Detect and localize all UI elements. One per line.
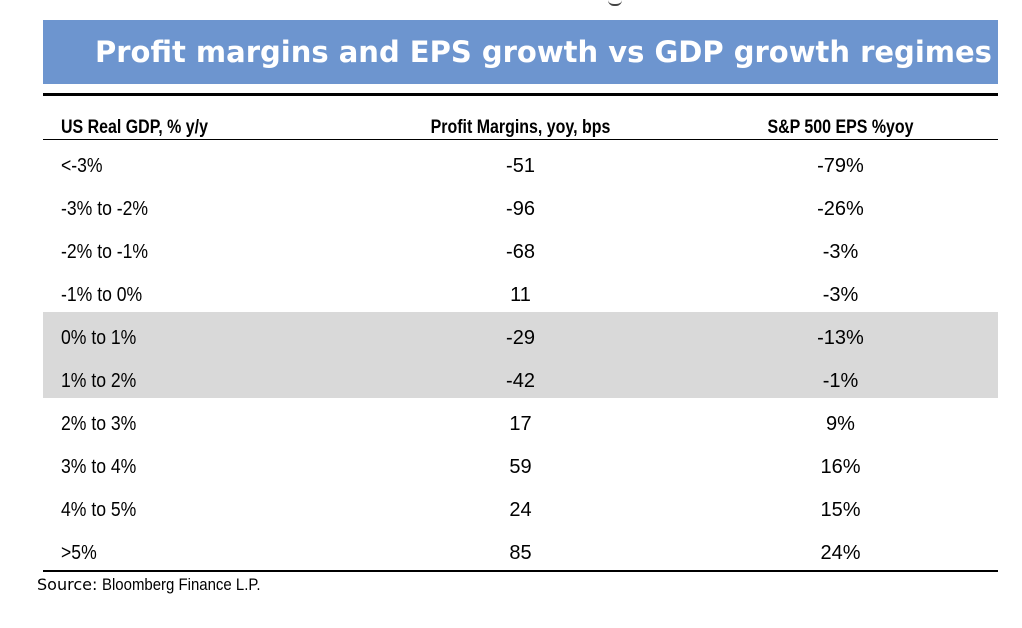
column-header-profit-margins: Profit Margins, yoy, bps xyxy=(430,117,611,138)
profit-margin-cell: 17 xyxy=(509,413,532,435)
gdp-regime-cell: -1% to 0% xyxy=(61,284,143,306)
eps-growth-cell: -1% xyxy=(822,370,859,392)
table-bottom-rule xyxy=(43,570,998,572)
title-banner: Profit margins and EPS growth vs GDP gro… xyxy=(43,20,998,84)
table-row: -1% to 0% 11 -3% xyxy=(43,269,998,312)
table-row: -2% to -1% -68 -3% xyxy=(43,226,998,269)
eps-growth-cell: 9% xyxy=(826,413,855,435)
gdp-regime-cell: 1% to 2% xyxy=(61,370,137,392)
profit-margin-cell: -51 xyxy=(506,155,535,177)
gdp-regime-cell: >5% xyxy=(61,542,97,564)
gdp-regime-cell: <-3% xyxy=(61,155,103,177)
table-header-row: US Real GDP, % y/y Profit Margins, yoy, … xyxy=(43,96,998,140)
gdp-regime-cell: -3% to -2% xyxy=(61,198,149,220)
table-top-rule xyxy=(43,93,998,96)
gdp-regime-cell: -2% to -1% xyxy=(61,241,149,263)
eps-growth-cell: -3% xyxy=(822,284,859,306)
profit-margin-cell: -96 xyxy=(506,198,535,220)
eps-growth-cell: 24% xyxy=(820,542,861,564)
table-row: 0% to 1% -29 -13% xyxy=(43,312,998,355)
gdp-regime-cell: 3% to 4% xyxy=(61,456,137,478)
profit-margin-cell: 24 xyxy=(509,499,532,521)
data-table: US Real GDP, % y/y Profit Margins, yoy, … xyxy=(43,93,998,572)
gdp-regime-cell: 0% to 1% xyxy=(61,327,137,349)
gdp-regime-cell: 4% to 5% xyxy=(61,499,137,521)
eps-growth-cell: -79% xyxy=(817,155,864,177)
profit-margin-cell: -29 xyxy=(506,327,535,349)
table-row: 2% to 3% 17 9% xyxy=(43,398,998,441)
eps-growth-cell: -26% xyxy=(817,198,864,220)
table-row: 3% to 4% 59 16% xyxy=(43,441,998,484)
source-note: Source: Bloomberg Finance L.P. xyxy=(37,575,282,595)
table-row: >5% 85 24% xyxy=(43,527,998,570)
gdp-regime-cell: 2% to 3% xyxy=(61,413,137,435)
table-row: -3% to -2% -96 -26% xyxy=(43,183,998,226)
top-edge-mark xyxy=(608,0,622,6)
profit-margin-cell: 59 xyxy=(509,456,532,478)
table-row: <-3% -51 -79% xyxy=(43,140,998,183)
eps-growth-cell: -3% xyxy=(822,241,859,263)
table-row: 4% to 5% 24 15% xyxy=(43,484,998,527)
profit-margin-cell: 85 xyxy=(509,542,532,564)
source-label: Source: xyxy=(37,575,98,594)
source-text: Bloomberg Finance L.P. xyxy=(102,575,261,594)
eps-growth-cell: -13% xyxy=(817,327,864,349)
column-header-gdp: US Real GDP, % y/y xyxy=(61,117,208,138)
table-row: 1% to 2% -42 -1% xyxy=(43,355,998,398)
eps-growth-cell: 16% xyxy=(820,456,861,478)
profit-margin-cell: 11 xyxy=(510,284,531,306)
profit-margin-cell: -68 xyxy=(506,241,535,263)
column-header-eps: S&P 500 EPS %yoy xyxy=(767,117,914,138)
eps-growth-cell: 15% xyxy=(820,499,861,521)
page-title: Profit margins and EPS growth vs GDP gro… xyxy=(95,35,992,69)
profit-margin-cell: -42 xyxy=(506,370,535,392)
